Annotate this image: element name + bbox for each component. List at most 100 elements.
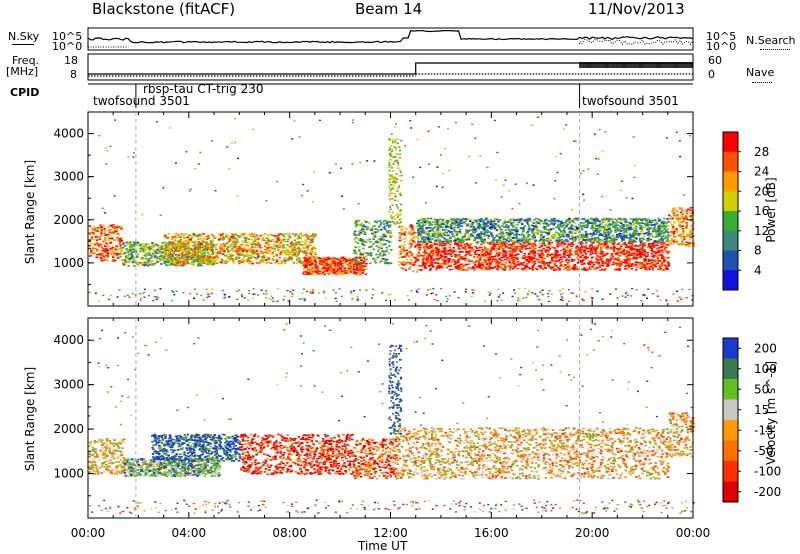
scatter-cell [217, 256, 220, 259]
scatter-cell [220, 262, 224, 265]
scatter-cell [229, 257, 233, 260]
scatter-cell [304, 235, 307, 237]
scatter-cell [489, 221, 493, 224]
nave-tick-bottom: 0 [708, 68, 715, 81]
scatter-cell [311, 270, 314, 272]
scatter-cell [540, 261, 543, 264]
scatter-cell [116, 257, 120, 259]
scatter-cell [283, 252, 286, 254]
scatter-cell [258, 244, 262, 246]
scatter-cell [176, 256, 180, 259]
scatter-cell [443, 257, 447, 259]
scatter-cell [200, 245, 203, 247]
scatter-cell [215, 259, 218, 261]
scatter-cell [514, 254, 517, 257]
scatter-cell [623, 262, 627, 264]
scatter-cell [358, 257, 361, 260]
scatter-cell [261, 237, 265, 240]
scatter-cell [159, 251, 162, 253]
scatter-cell [379, 223, 382, 226]
scatter-cell [412, 230, 415, 232]
scatter-cell [601, 262, 604, 265]
scatter-cell [374, 228, 378, 230]
scatter-cell [592, 241, 595, 243]
scatter-cell [500, 247, 504, 249]
scatter-cell [570, 245, 573, 248]
scatter-cell [531, 245, 534, 247]
scatter-cell [478, 259, 481, 261]
scatter-cell [562, 247, 565, 249]
scatter-cell [498, 233, 501, 235]
scatter-cell [215, 262, 219, 265]
scatter-cell [613, 224, 616, 227]
scatter-cell [584, 257, 587, 260]
scatter-cell [248, 254, 251, 257]
scatter-cell [114, 227, 117, 229]
scatter-cell [380, 222, 383, 224]
scatter-cell [427, 240, 431, 242]
scatter-cell [282, 260, 285, 263]
scatter-cell [430, 259, 434, 262]
scatter-cell [443, 238, 446, 241]
scatter-cell [187, 246, 190, 248]
scatter-cell [315, 272, 318, 275]
scatter-cell [173, 239, 177, 242]
scatter-cell [232, 237, 235, 240]
scatter-cell [349, 267, 353, 270]
scatter-cell [631, 221, 635, 224]
scatter-cell [542, 253, 545, 256]
scatter-cell [576, 249, 579, 252]
scatter-cell [440, 255, 443, 257]
scatter-cell [520, 263, 523, 265]
scatter-cell [96, 253, 99, 256]
scatter-cell [426, 258, 430, 260]
scatter-cell [122, 263, 125, 265]
scatter-cell [225, 259, 228, 262]
scatter-cell [470, 260, 474, 262]
scatter-cell [542, 239, 545, 241]
scatter-cell [339, 268, 343, 271]
scatter-cell [575, 256, 579, 259]
scatter-cell [362, 256, 365, 259]
scatter-cell [320, 263, 324, 266]
site-title: Blackstone (fitACF) [92, 0, 236, 18]
scatter-cell [568, 256, 571, 258]
scatter-cell [149, 246, 152, 248]
scatter-cell [170, 247, 173, 249]
scatter-cell [265, 237, 269, 239]
scatter-cell [271, 253, 274, 255]
scatter-cell [595, 258, 598, 261]
scatter-cell [577, 226, 580, 229]
scatter-cell [332, 268, 335, 271]
scatter-cell [550, 235, 553, 237]
scatter-cell [398, 226, 401, 228]
scatter-cell [325, 258, 328, 261]
scatter-cell [347, 259, 351, 262]
scatter-cell [492, 256, 495, 258]
scatter-cell [457, 258, 460, 261]
scatter-cell [133, 265, 136, 267]
scatter-cell [112, 227, 116, 229]
scatter-cell [253, 240, 256, 242]
scatter-cell [219, 237, 222, 239]
scatter-cell [489, 242, 493, 245]
scatter-cell [523, 257, 526, 259]
scatter-cell [509, 258, 512, 260]
scatter-cell [374, 262, 377, 264]
scatter-cell [546, 246, 549, 249]
scatter-cell [525, 266, 528, 269]
scatter-cell [423, 266, 427, 268]
scatter-cell [298, 260, 302, 262]
scatter-cell [453, 254, 457, 256]
scatter-cell [434, 219, 437, 221]
scatter-cell [520, 251, 523, 253]
scatter-cell [240, 244, 243, 246]
scatter-cell [140, 245, 143, 247]
scatter-cell [278, 246, 282, 249]
scatter-cell [539, 230, 542, 232]
scatter-cell [591, 242, 594, 244]
scatter-cell [602, 255, 606, 258]
scatter-cell [168, 244, 171, 247]
scatter-cell [513, 265, 517, 267]
